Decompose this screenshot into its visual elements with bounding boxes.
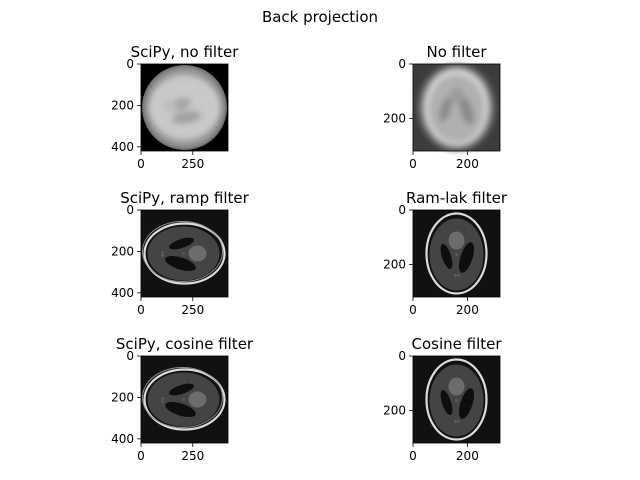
subplot-title: SciPy, ramp filter: [120, 189, 249, 207]
x-tick-label: 250: [181, 157, 204, 171]
y-tick-label: 0: [398, 203, 406, 217]
x-tick-label: 0: [409, 449, 417, 463]
axes-frame: [412, 209, 501, 298]
y-tick-label: 0: [126, 57, 134, 71]
x-tick-label: 0: [409, 157, 417, 171]
phantom-lobe-left: [169, 237, 194, 250]
x-tick-label: 250: [181, 449, 204, 463]
subplot-title: No filter: [426, 43, 487, 61]
subplot-title: Ram-lak filter: [406, 189, 508, 207]
subplot-3: 0 250 0 200 400 SciPy, ramp filter: [111, 189, 250, 317]
y-tick-label: 400: [111, 432, 134, 446]
x-tick-label: 0: [137, 157, 145, 171]
subplot-2: 0 200 0 200 No filter: [383, 43, 501, 171]
phantom-skull: [425, 212, 488, 295]
phantom: [425, 358, 488, 441]
phantom-lobe-right: [458, 388, 475, 419]
phantom-lobe-left: [169, 383, 194, 396]
x-tick-label: 250: [181, 303, 204, 317]
phantom: [425, 212, 488, 295]
phantom: [142, 221, 226, 285]
phantom-lobe-right: [165, 401, 196, 418]
y-tick-label: 200: [111, 390, 134, 404]
y-tick-label: 0: [126, 349, 134, 363]
subplot-title: SciPy, cosine filter: [116, 335, 254, 353]
y-tick-label: 200: [383, 403, 406, 417]
y-tick-label: 200: [383, 111, 406, 125]
subplot-title: SciPy, no filter: [131, 43, 240, 61]
x-tick-label: 200: [456, 157, 479, 171]
phantom-lobe-right: [165, 255, 196, 272]
subplot-5: 0 250 0 200 400 SciPy, cosine filter: [111, 335, 254, 463]
phantom: [142, 367, 226, 431]
x-tick-label: 0: [137, 303, 145, 317]
y-tick-label: 200: [111, 244, 134, 258]
y-tick-label: 400: [111, 286, 134, 300]
subplot-6: 0 200 0 200 Cosine filter: [383, 335, 502, 463]
figure-title: Back projection: [262, 8, 378, 26]
y-tick-label: 400: [111, 140, 134, 154]
x-tick-label: 0: [137, 449, 145, 463]
phantom-lobe-left: [440, 390, 453, 415]
blurred-interior: [149, 78, 220, 137]
axes-frame: [140, 63, 229, 152]
subplot-4: 0 200 0 200 Ram-lak filter: [383, 189, 508, 317]
phantom-lobe-left: [440, 244, 453, 269]
phantom-skull: [143, 222, 226, 285]
blurred-phantom: [418, 64, 495, 151]
y-tick-label: 0: [398, 57, 406, 71]
axes-frame: [412, 63, 501, 152]
x-tick-label: 200: [456, 449, 479, 463]
y-tick-label: 0: [398, 349, 406, 363]
x-tick-label: 0: [409, 303, 417, 317]
x-tick-label: 200: [456, 303, 479, 317]
y-tick-label: 0: [126, 203, 134, 217]
y-tick-label: 200: [111, 98, 134, 112]
subplot-1: 0 250 0 200 400 SciPy, no filter: [111, 43, 239, 171]
axes-frame: [412, 355, 501, 444]
phantom-lobe-right: [458, 242, 475, 273]
phantom-skull: [143, 368, 226, 431]
axes-frame: [140, 209, 229, 298]
phantom-skull: [425, 358, 488, 441]
subplot-title: Cosine filter: [411, 335, 502, 353]
y-tick-label: 200: [383, 257, 406, 271]
axes-frame: [140, 355, 229, 444]
